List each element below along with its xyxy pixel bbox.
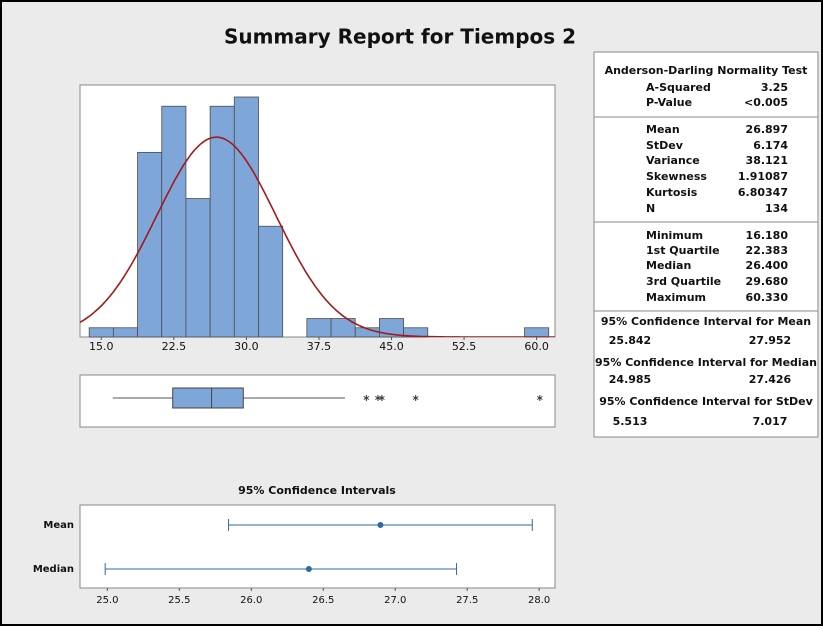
table-heading: Anderson-Darling Normality Test — [605, 64, 808, 77]
y-tick-label: Median — [33, 564, 74, 575]
x-tick-label: 52.5 — [452, 340, 477, 353]
report-title: Summary Report for Tiempos 2 — [224, 25, 576, 49]
stat-value: 16.180 — [746, 229, 789, 242]
bar — [524, 327, 550, 338]
stat-label: Minimum — [646, 229, 703, 242]
stat-value: 134 — [765, 202, 788, 215]
x-tick-label: 27.0 — [384, 595, 406, 606]
stat-label: 3rd Quartile — [646, 275, 721, 288]
bar — [258, 225, 284, 338]
x-tick-label: 28.0 — [528, 595, 550, 606]
stat-value: 26.400 — [746, 259, 789, 272]
stat-label: Median — [646, 259, 691, 272]
bar — [185, 198, 211, 338]
stat-label: N — [646, 202, 655, 215]
y-tick-label: Mean — [43, 520, 74, 531]
bar — [161, 105, 187, 338]
bar — [137, 151, 163, 338]
bar — [306, 318, 332, 338]
stat-value: 1.91087 — [738, 170, 788, 183]
stat-value: 60.330 — [746, 291, 789, 304]
x-tick-label: 60.0 — [524, 340, 549, 353]
stat-label: Maximum — [646, 291, 706, 304]
x-tick-label: 37.5 — [307, 340, 332, 353]
bar — [233, 96, 259, 338]
x-tick-label: 27.5 — [456, 595, 478, 606]
outlier-stroke — [412, 396, 419, 400]
stat-value: 6.174 — [753, 139, 788, 152]
stat-value: 38.121 — [746, 154, 788, 167]
interval-high: 27.426 — [749, 373, 792, 386]
normal-fit — [80, 136, 555, 337]
interval-frame — [79, 504, 556, 589]
outlier — [378, 395, 385, 401]
stat-value: 26.897 — [746, 123, 788, 136]
interval-high: 7.017 — [753, 415, 788, 428]
x-tick-label: 26.5 — [312, 595, 334, 606]
interval-heading: 95% Confidence Interval for Median — [595, 356, 817, 369]
outlier-stroke — [363, 396, 370, 400]
outlier — [412, 395, 419, 401]
stat-value: 6.80347 — [738, 186, 788, 199]
stat-value: <0.005 — [744, 96, 788, 109]
x-tick-label: 25.5 — [168, 595, 190, 606]
box — [172, 387, 244, 409]
bar — [209, 105, 235, 338]
boxplot-frame — [79, 374, 556, 428]
x-tick-label: 26.0 — [240, 595, 262, 606]
interval-heading: 95% Confidence Interval for StDev — [599, 395, 813, 408]
bar — [88, 327, 114, 338]
interval-low: 5.513 — [613, 415, 648, 428]
outlier-stroke — [536, 396, 543, 400]
stat-label: Variance — [646, 154, 700, 167]
x-tick-label: 15.0 — [89, 340, 114, 353]
x-tick-label: 30.0 — [234, 340, 259, 353]
stat-label: Mean — [646, 123, 680, 136]
stats-table — [593, 51, 819, 438]
outlier — [536, 395, 543, 401]
stat-value: 29.680 — [746, 275, 789, 288]
estimate — [305, 566, 312, 572]
outlier-stroke — [378, 396, 385, 400]
interval-heading: 95% Confidence Interval for Mean — [601, 315, 811, 328]
x-tick-label: 22.5 — [162, 340, 187, 353]
outlier — [363, 395, 370, 401]
interval-low: 24.985 — [609, 373, 651, 386]
stat-label: A-Squared — [646, 81, 711, 94]
interval-high: 27.952 — [749, 334, 791, 347]
stat-label: Kurtosis — [646, 186, 698, 199]
stat-label: StDev — [646, 139, 684, 152]
interval-title: 95% Confidence Intervals — [238, 484, 396, 497]
estimate — [377, 522, 384, 528]
stat-value: 22.383 — [746, 244, 788, 257]
stat-label: P-Value — [646, 96, 692, 109]
x-tick-label: 45.0 — [379, 340, 404, 353]
stat-label: Skewness — [646, 170, 707, 183]
stat-label: 1st Quartile — [646, 244, 720, 257]
interval-low: 25.842 — [609, 334, 651, 347]
bar — [112, 327, 138, 338]
stat-value: 3.25 — [761, 81, 788, 94]
x-tick-label: 25.0 — [96, 595, 118, 606]
